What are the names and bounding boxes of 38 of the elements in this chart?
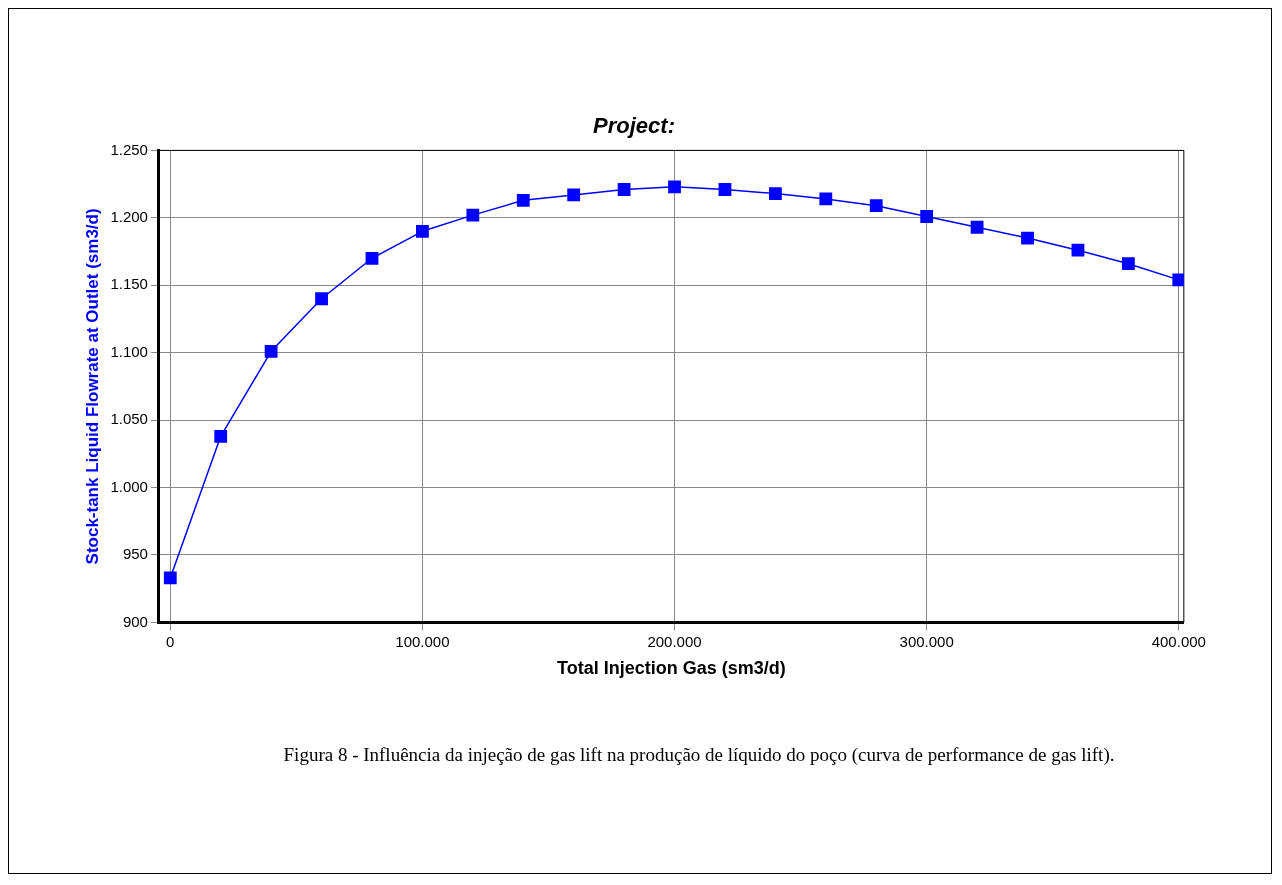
x-tick-label: 0 — [166, 632, 175, 650]
text: Figura 8 - Influência da injeção de gas lift na produção de líquido do poço (curva de performance de gas lift). — [282, 744, 1116, 766]
x-tick-label: 100.000 — [395, 632, 450, 650]
point — [869, 199, 883, 213]
point — [1071, 243, 1085, 257]
point — [365, 251, 379, 265]
y-tick-label: 1.100 — [110, 342, 148, 360]
point — [516, 193, 530, 207]
point — [617, 183, 631, 196]
point — [264, 344, 278, 358]
y-tick-label: 1.150 — [110, 275, 148, 293]
point — [416, 224, 429, 238]
point — [668, 180, 681, 194]
x-tick-label: 200.000 — [647, 632, 702, 650]
x-tick-label: 300.000 — [899, 632, 954, 650]
y-tick-label: 900 — [122, 612, 148, 630]
y-tick-label: 1.250 — [110, 140, 148, 158]
y-tick-label: 1.200 — [110, 207, 148, 225]
point — [819, 192, 833, 206]
point — [718, 183, 732, 196]
chart-title: Project: — [593, 113, 675, 139]
point — [315, 292, 328, 306]
point — [1121, 257, 1135, 271]
point — [1021, 231, 1034, 245]
point — [567, 188, 581, 202]
point — [920, 210, 934, 223]
y-tick-label: 1.050 — [110, 410, 148, 428]
point — [466, 208, 480, 222]
x-tick-label: 400.000 — [1151, 632, 1206, 650]
x-axis-title: Total Injection Gas (sm3/d) — [557, 658, 786, 679]
point — [1172, 273, 1184, 287]
y-axis-title: Stock-tank Liquid Flowrate at Outlet (sm3/d) — [82, 208, 102, 565]
point — [163, 571, 177, 585]
point — [768, 187, 782, 200]
y-tick-label: 1.000 — [110, 477, 148, 495]
point — [970, 220, 984, 234]
point — [214, 429, 228, 443]
y-tick-label: 950 — [122, 545, 148, 563]
